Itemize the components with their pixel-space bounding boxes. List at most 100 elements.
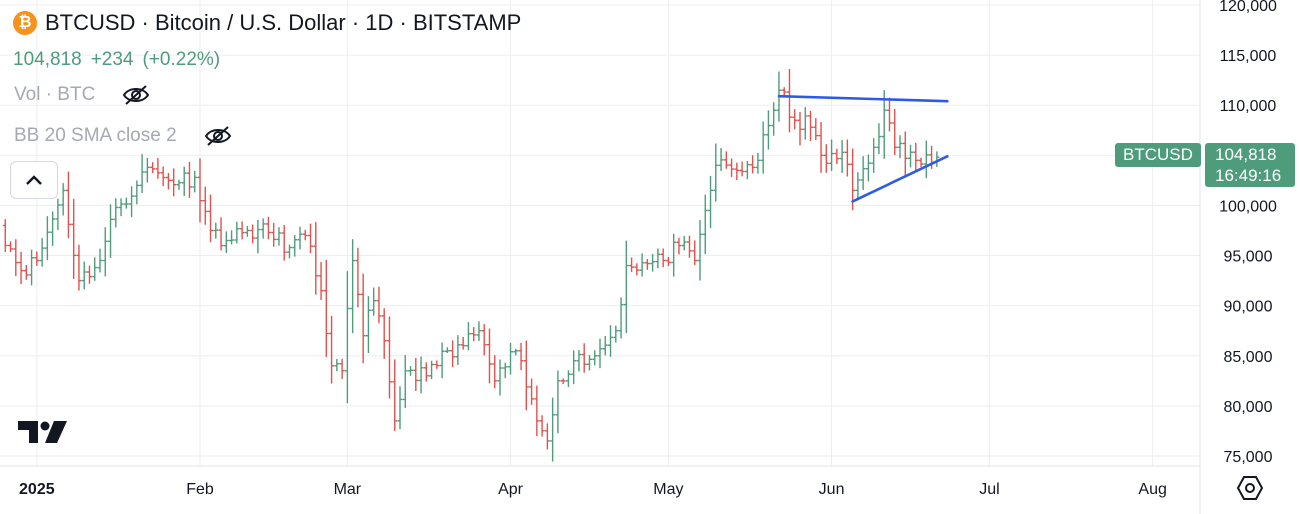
ohlc-bar xyxy=(292,235,298,257)
ohlc-bar xyxy=(350,239,356,334)
ohlc-bar xyxy=(381,308,387,359)
ohlc-bar xyxy=(534,385,540,437)
x-tick-label: Feb xyxy=(186,481,214,498)
ohlc-bar xyxy=(176,179,182,190)
ohlc-bar xyxy=(65,171,71,239)
ohlc-bar xyxy=(886,97,892,132)
ohlc-bar xyxy=(202,186,208,225)
x-tick-label: Aug xyxy=(1138,481,1166,498)
ohlc-bar xyxy=(92,257,98,281)
ohlc-bar xyxy=(276,227,282,246)
ohlc-bar xyxy=(650,253,656,272)
ohlc-bar xyxy=(623,240,629,334)
ohlc-bar xyxy=(123,197,129,209)
ohlc-bar xyxy=(339,358,345,380)
indicator-bollinger-label: BB 20 SMA close 2 xyxy=(14,125,177,146)
ohlc-bar xyxy=(723,151,729,169)
indicator-volume[interactable]: Vol · BTC xyxy=(14,83,151,107)
ohlc-bar xyxy=(718,148,724,172)
price-change-percent: (+0.22%) xyxy=(142,49,221,70)
settings-hexagon-icon[interactable] xyxy=(1236,474,1264,502)
ohlc-bar xyxy=(502,362,508,379)
x-tick-label: May xyxy=(653,481,683,498)
ohlc-bar xyxy=(455,335,461,366)
trendline[interactable] xyxy=(777,94,949,103)
ohlc-bar xyxy=(355,247,361,308)
symbol-title[interactable]: BTCUSD · Bitcoin / U.S. Dollar · 1D · BI… xyxy=(45,10,522,35)
current-price-label: 104,818 16:49:16 xyxy=(1205,143,1295,187)
ohlc-bar xyxy=(192,170,198,193)
ohlc-bar xyxy=(186,161,192,198)
ohlc-bar xyxy=(639,253,645,277)
current-price-value: 104,818 xyxy=(1215,145,1277,164)
ohlc-bar xyxy=(397,386,403,430)
ohlc-bar xyxy=(402,355,408,408)
ohlc-bar xyxy=(360,273,366,364)
eye-off-icon[interactable] xyxy=(203,124,233,148)
ohlc-bar xyxy=(71,198,77,279)
ohlc-bar xyxy=(39,238,45,267)
ohlc-bar xyxy=(450,340,456,368)
ohlc-bar xyxy=(471,327,477,342)
ohlc-bar xyxy=(434,360,440,369)
ohlc-bar xyxy=(660,248,666,268)
ohlc-bar xyxy=(308,223,314,253)
ohlc-bar xyxy=(576,350,582,372)
ohlc-bar xyxy=(439,342,445,379)
ohlc-bar xyxy=(476,321,482,341)
ohlc-bar xyxy=(550,397,556,462)
ohlc-bar xyxy=(581,343,587,373)
ohlc-bar xyxy=(813,118,819,140)
ohlc-bar xyxy=(802,107,808,140)
indicator-bollinger[interactable]: BB 20 SMA close 2 xyxy=(14,124,233,148)
ohlc-bar xyxy=(655,248,661,269)
ohlc-bar xyxy=(839,140,845,173)
trendline[interactable] xyxy=(851,155,949,203)
ohlc-bar xyxy=(97,248,103,273)
collapse-legend-button[interactable] xyxy=(10,161,58,199)
ohlc-bar xyxy=(265,216,271,240)
time-axis[interactable]: 2025 Feb Mar Apr May Jun Jul Aug xyxy=(19,481,1167,498)
ohlc-bar xyxy=(23,264,29,280)
ohlc-bar xyxy=(423,362,429,382)
ohlc-bar xyxy=(702,194,708,255)
ohlc-bar xyxy=(592,350,598,366)
price-axis[interactable]: 75,00080,00085,00090,00095,000100,000105… xyxy=(1219,0,1277,466)
price-change: +234 xyxy=(90,49,134,70)
ohlc-bar xyxy=(744,161,750,180)
ohlc-bar xyxy=(150,162,156,173)
ohlc-bar xyxy=(913,142,919,173)
ohlc-bar xyxy=(908,144,914,168)
ohlc-bar xyxy=(8,241,14,253)
ohlc-bar xyxy=(602,335,608,356)
y-tick-label: 120,000 xyxy=(1219,0,1277,15)
y-tick-label: 90,000 xyxy=(1224,299,1273,316)
ohlc-bar xyxy=(786,68,792,133)
ohlc-bar xyxy=(739,161,745,177)
ohlc-bar xyxy=(844,139,850,177)
ohlc-bar xyxy=(586,354,592,371)
eye-off-icon[interactable] xyxy=(121,83,151,107)
ohlc-bar xyxy=(460,336,466,350)
ohlc-bar xyxy=(797,111,803,146)
tradingview-logo-icon[interactable] xyxy=(18,419,68,450)
triangle-trendlines[interactable] xyxy=(777,94,949,203)
y-tick-label: 85,000 xyxy=(1224,349,1273,366)
ohlc-bar xyxy=(392,359,398,431)
ohlc-bar xyxy=(318,262,324,300)
y-tick-label: 100,000 xyxy=(1219,198,1277,215)
y-tick-label: 95,000 xyxy=(1224,249,1273,266)
ohlc-bar xyxy=(334,358,340,372)
x-tick-label: Mar xyxy=(334,481,362,498)
ohlc-bar xyxy=(897,135,903,159)
ohlc-bar xyxy=(118,198,124,217)
ohlc-bar xyxy=(239,221,245,240)
ohlc-bar xyxy=(608,325,614,357)
x-tick-label: Apr xyxy=(498,481,524,498)
ohlc-bar xyxy=(29,249,35,286)
ohlc-bar xyxy=(665,256,671,267)
ohlc-bar xyxy=(34,251,40,266)
ohlc-bar xyxy=(855,172,861,201)
ohlc-bar xyxy=(523,340,529,411)
